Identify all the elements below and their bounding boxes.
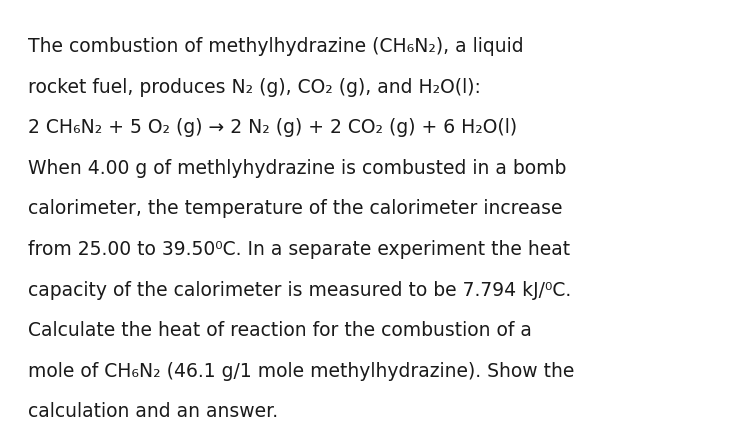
Text: The combustion of methylhydrazine (CH₆N₂), a liquid: The combustion of methylhydrazine (CH₆N₂…: [28, 37, 524, 56]
Text: Calculate the heat of reaction for the combustion of a: Calculate the heat of reaction for the c…: [28, 320, 532, 340]
Text: calculation and an answer.: calculation and an answer.: [28, 401, 279, 420]
Text: When 4.00 g of methlyhydrazine is combusted in a bomb: When 4.00 g of methlyhydrazine is combus…: [28, 158, 567, 177]
Text: rocket fuel, produces N₂ (g), CO₂ (g), and H₂O(l):: rocket fuel, produces N₂ (g), CO₂ (g), a…: [28, 78, 482, 96]
Text: 2 CH₆N₂ + 5 O₂ (g) → 2 N₂ (g) + 2 CO₂ (g) + 6 H₂O(l): 2 CH₆N₂ + 5 O₂ (g) → 2 N₂ (g) + 2 CO₂ (g…: [28, 118, 518, 137]
Text: capacity of the calorimeter is measured to be 7.794 kJ/⁰C.: capacity of the calorimeter is measured …: [28, 280, 572, 299]
Text: calorimeter, the temperature of the calorimeter increase: calorimeter, the temperature of the calo…: [28, 199, 563, 218]
Text: mole of CH₆N₂ (46.1 g/1 mole methylhydrazine). Show the: mole of CH₆N₂ (46.1 g/1 mole methylhydra…: [28, 361, 574, 380]
Text: from 25.00 to 39.50⁰C. In a separate experiment the heat: from 25.00 to 39.50⁰C. In a separate exp…: [28, 239, 571, 259]
